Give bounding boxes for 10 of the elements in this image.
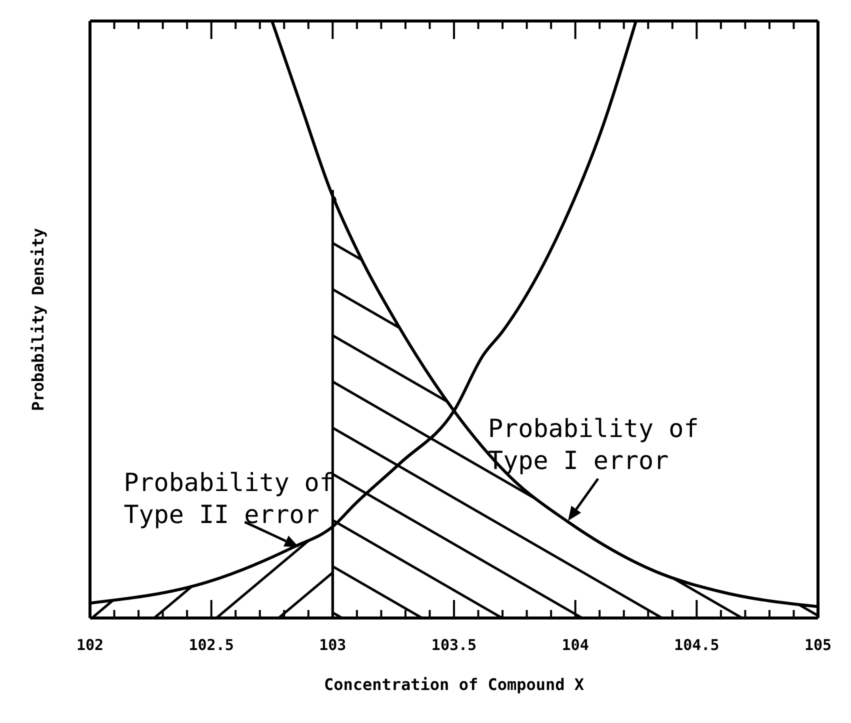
x-tick-label: 104 bbox=[562, 636, 589, 654]
x-tick-label: 103 bbox=[319, 636, 346, 654]
x-tick-label: 103.5 bbox=[431, 636, 477, 654]
x-tick-label: 105 bbox=[804, 636, 832, 654]
x-tick-label: 102.5 bbox=[188, 636, 234, 654]
y-axis-title: Probability Density bbox=[28, 228, 48, 412]
x-axis-title: Concentration of Compound X bbox=[324, 675, 584, 694]
x-tick-label: 104.5 bbox=[674, 636, 720, 654]
annotation: Probability of Type II error bbox=[124, 466, 336, 531]
x-tick-label: 102 bbox=[76, 636, 104, 654]
